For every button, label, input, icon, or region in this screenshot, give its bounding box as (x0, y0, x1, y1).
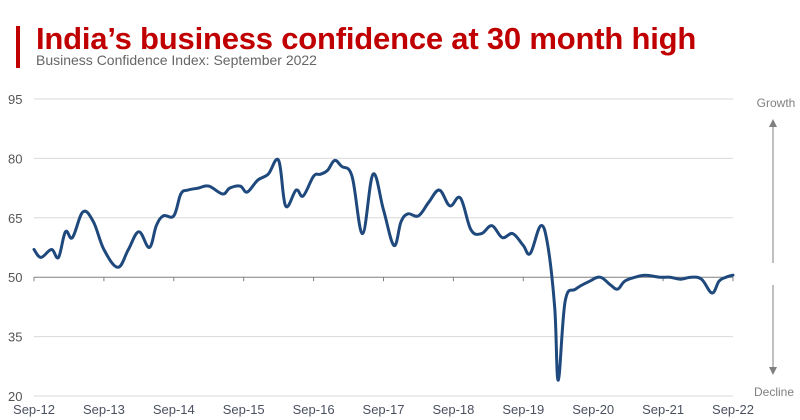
y-tick-label: 50 (8, 270, 22, 285)
y-tick-label: 65 (8, 211, 22, 226)
y-tick-label: 95 (8, 92, 22, 107)
x-tick-label: Sep-19 (502, 402, 544, 417)
decline-indicator: Decline (754, 285, 794, 399)
y-tick-label: 35 (8, 330, 22, 345)
arrow-up-icon (769, 119, 777, 127)
x-tick-label: Sep-12 (13, 402, 55, 417)
y-tick-label: 80 (8, 151, 22, 166)
y-axis-ticks: 95 80 65 50 35 20 (8, 92, 22, 404)
decline-label: Decline (754, 385, 794, 399)
series-line (32, 157, 735, 382)
x-tick-label: Sep-16 (293, 402, 335, 417)
x-tick-label: Sep-13 (83, 402, 125, 417)
x-tick-label: Sep-21 (642, 402, 684, 417)
x-tick-label: Sep-20 (572, 402, 614, 417)
x-tick-label: Sep-14 (153, 402, 195, 417)
x-tick-label: Sep-22 (712, 402, 754, 417)
chart-subtitle: Business Confidence Index: September 202… (36, 52, 317, 68)
chart-title: India’s business confidence at 30 month … (36, 21, 697, 56)
x-tick-label: Sep-17 (363, 402, 405, 417)
gridlines (34, 98, 733, 397)
growth-label: Growth (757, 96, 796, 110)
title-accent-bar (16, 26, 20, 68)
y-tick-label: 20 (8, 389, 22, 404)
growth-indicator: Growth (757, 96, 796, 263)
x-tick-label: Sep-15 (223, 402, 265, 417)
arrow-down-icon (769, 367, 777, 375)
x-tick-label: Sep-18 (432, 402, 474, 417)
x-axis: Sep-12 Sep-13 Sep-14 Sep-15 Sep-16 Sep-17 Sep-… (13, 276, 754, 417)
